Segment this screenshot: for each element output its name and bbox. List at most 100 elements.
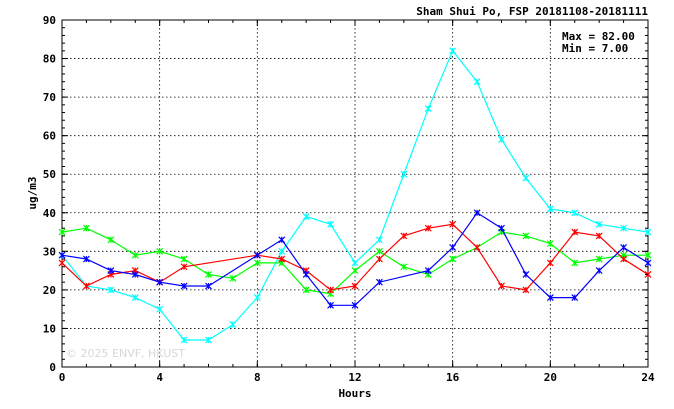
data-point xyxy=(449,47,457,55)
y-tick-label: 30 xyxy=(43,245,56,258)
data-point xyxy=(546,240,554,248)
data-point xyxy=(449,244,457,251)
data-point xyxy=(278,236,286,244)
data-point xyxy=(327,220,335,228)
data-point xyxy=(620,224,628,232)
y-tick-label: 10 xyxy=(43,322,56,335)
data-point xyxy=(351,282,359,290)
x-tick-label: 24 xyxy=(641,371,655,384)
data-point xyxy=(107,267,115,275)
data-point xyxy=(253,294,261,302)
axis-ticks: 0 4 8 12 16 20 24 0 10 20 30 40 50 60 70 80 90 xyxy=(43,14,655,384)
data-point xyxy=(58,251,66,259)
x-tick-label: 12 xyxy=(348,371,361,384)
data-point xyxy=(595,220,603,228)
data-point xyxy=(205,271,212,278)
data-point xyxy=(571,294,579,302)
data-point xyxy=(498,282,505,290)
data-point xyxy=(58,228,66,236)
data-point xyxy=(278,255,286,263)
data-point xyxy=(546,205,554,213)
data-point xyxy=(546,294,554,302)
data-point xyxy=(278,247,286,255)
min-label: Min = 7.00 xyxy=(562,42,628,55)
data-point xyxy=(595,267,603,275)
y-tick-label: 0 xyxy=(49,361,56,374)
data-point xyxy=(375,278,383,286)
data-point xyxy=(131,271,139,278)
data-point xyxy=(302,271,310,278)
data-point xyxy=(351,259,359,267)
y-tick-label: 50 xyxy=(43,168,56,181)
data-point xyxy=(205,336,212,344)
data-point xyxy=(449,220,457,228)
data-point xyxy=(571,259,579,267)
data-point xyxy=(644,259,652,267)
data-point xyxy=(302,286,310,294)
data-point xyxy=(522,286,530,294)
data-point xyxy=(327,286,335,294)
data-point xyxy=(229,274,237,282)
data-point xyxy=(473,78,481,86)
data-point xyxy=(571,228,579,236)
y-axis-label: ug/m3 xyxy=(26,176,39,209)
data-point xyxy=(82,224,90,232)
data-point xyxy=(595,232,603,240)
data-point xyxy=(351,301,359,309)
x-tick-label: 16 xyxy=(446,371,460,384)
y-tick-label: 20 xyxy=(43,284,56,297)
data-point xyxy=(400,170,408,178)
data-point xyxy=(180,336,188,344)
data-point xyxy=(253,259,261,267)
data-point xyxy=(82,255,90,263)
data-point xyxy=(473,209,481,217)
data-point xyxy=(424,224,432,232)
data-point xyxy=(58,259,66,267)
data-point xyxy=(107,286,115,294)
x-tick-label: 8 xyxy=(254,371,261,384)
chart-title: Sham Shui Po, FSP 20181108-20181111 xyxy=(416,5,648,18)
data-point xyxy=(156,278,164,286)
x-tick-label: 0 xyxy=(59,371,66,384)
y-tick-label: 90 xyxy=(43,14,56,27)
data-point xyxy=(375,236,383,244)
data-point xyxy=(107,236,115,244)
data-point xyxy=(229,321,237,329)
series-group xyxy=(58,47,652,344)
data-point xyxy=(571,209,579,217)
data-point xyxy=(375,255,383,263)
data-point xyxy=(400,232,408,240)
y-tick-label: 70 xyxy=(43,91,56,104)
data-point xyxy=(424,267,432,275)
grid-lines xyxy=(62,20,648,367)
data-point xyxy=(449,255,457,263)
data-point xyxy=(131,251,139,259)
data-point xyxy=(180,282,188,290)
data-point xyxy=(595,255,603,263)
data-point xyxy=(253,251,261,259)
data-point xyxy=(522,174,530,182)
data-point xyxy=(546,259,554,267)
x-tick-label: 20 xyxy=(544,371,557,384)
y-tick-label: 60 xyxy=(43,130,56,143)
data-point xyxy=(522,232,530,240)
x-tick-label: 4 xyxy=(156,371,163,384)
data-point xyxy=(180,263,188,271)
data-point xyxy=(620,244,628,251)
data-point xyxy=(327,301,335,309)
data-point xyxy=(156,247,164,255)
data-point xyxy=(400,263,408,271)
data-point xyxy=(156,305,164,313)
y-tick-label: 40 xyxy=(43,207,56,220)
data-point xyxy=(351,267,359,275)
data-point xyxy=(620,255,628,263)
data-point xyxy=(82,282,90,290)
data-point xyxy=(375,247,383,255)
data-point xyxy=(131,294,139,302)
watermark: © 2025 ENVF, HKUST xyxy=(66,347,185,360)
y-tick-label: 80 xyxy=(43,53,56,66)
x-axis-label: Hours xyxy=(338,387,371,400)
data-point xyxy=(522,271,530,278)
data-point xyxy=(644,228,652,236)
